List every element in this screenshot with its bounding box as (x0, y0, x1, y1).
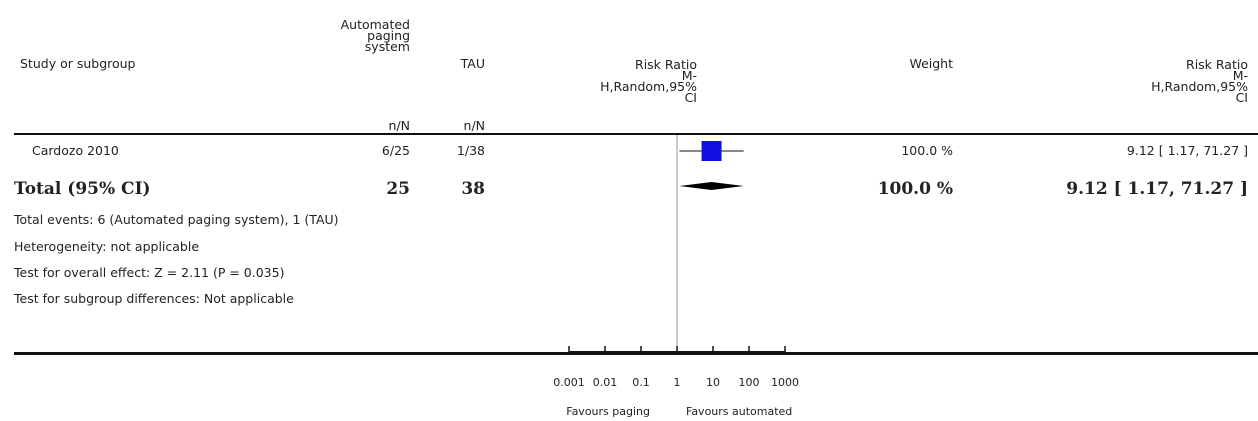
header-rr-plot-line3: H,Random,95% (600, 79, 697, 94)
study-group1: 6/25 (381, 143, 410, 158)
note-total-events: Total events: 6 (Automated paging system… (14, 212, 339, 227)
note-overall-effect: Test for overall effect: Z = 2.11 (P = 0… (14, 265, 285, 280)
favours-left-label: Favours paging (566, 405, 650, 418)
header-rr-text-line1: Risk Ratio (1186, 57, 1248, 72)
favours-right-label: Favours automated (686, 405, 793, 418)
total-n2: 38 (461, 179, 485, 199)
header-group1: Automated paging system (300, 17, 410, 54)
header-rr-text-line3: H,Random,95% (1151, 79, 1248, 94)
total-label: Total (95% CI) (14, 179, 151, 199)
header-group1-line1: Automated (340, 17, 410, 32)
header-group1-line2: paging (367, 28, 410, 43)
header-divider (14, 133, 1258, 135)
header-rr-plot-line4: CI (684, 90, 697, 105)
study-name: Cardozo 2010 (32, 143, 119, 158)
header-rr-text-line4: CI (1235, 90, 1248, 105)
header-group2-nN: n/N (463, 118, 485, 133)
header-rr-plot-line2: M- (681, 68, 697, 83)
tick-label-0.1: 0.1 (632, 376, 650, 389)
tick-label-0.001: 0.001 (553, 376, 585, 389)
study-weight: 100.0 % (901, 143, 953, 158)
header-rr-plot-line1: Risk Ratio (635, 57, 697, 72)
tick-label-1: 1 (673, 376, 681, 389)
header-group1-nN: n/N (388, 118, 410, 133)
tick-label-10: 10 (706, 376, 720, 389)
note-subgroup-diff: Test for subgroup differences: Not appli… (14, 291, 294, 306)
tick-label-0.01: 0.01 (592, 376, 618, 389)
tick-label-1000: 1000 (771, 376, 799, 389)
header-weight: Weight (909, 56, 953, 71)
study-ci: 9.12 [ 1.17, 71.27 ] (1126, 143, 1248, 158)
pooled-effect-diamond (679, 182, 744, 190)
header-group2: TAU (460, 56, 485, 71)
total-n1: 25 (386, 179, 410, 199)
footer-divider (14, 352, 1258, 355)
study-group2: 1/38 (456, 143, 485, 158)
header-group1-line3: system (364, 39, 410, 54)
header-rr-text: Risk Ratio M- H,Random,95% CI (1100, 57, 1248, 105)
note-heterogeneity: Heterogeneity: not applicable (14, 239, 200, 254)
header-rr-text-line2: M- (1232, 68, 1248, 83)
header-study: Study or subgroup (20, 56, 136, 71)
tick-label-100: 100 (738, 376, 760, 389)
total-weight: 100.0 % (877, 179, 953, 199)
total-ci: 9.12 [ 1.17, 71.27 ] (1066, 179, 1248, 199)
study-point-box (701, 141, 722, 161)
header-rr-plot: Risk Ratio M- H,Random,95% CI (600, 57, 697, 105)
